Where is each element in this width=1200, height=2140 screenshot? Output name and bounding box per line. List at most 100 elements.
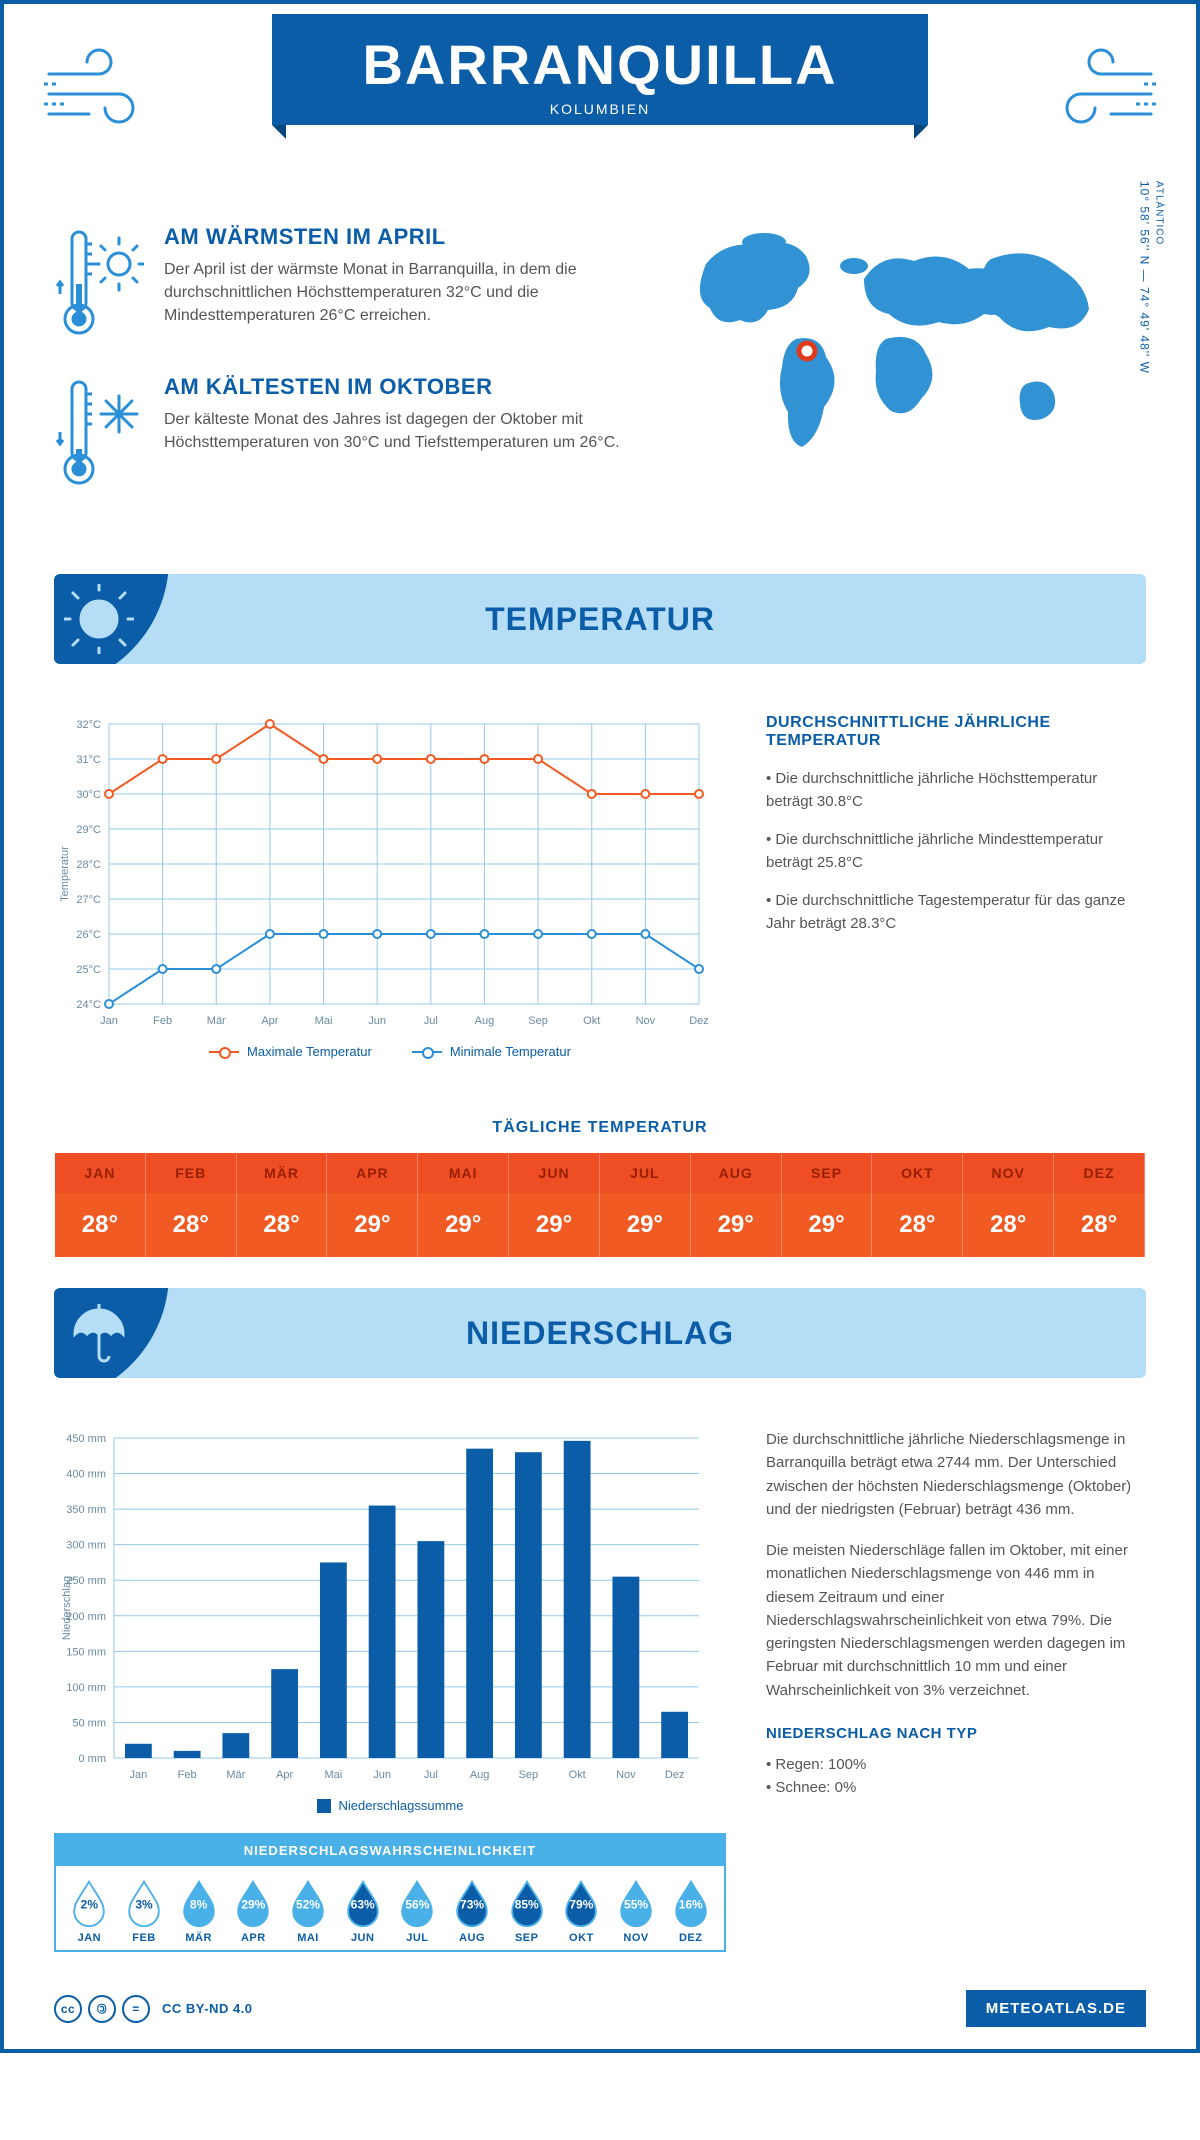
cc-badges: cc 🄯 =	[54, 1995, 150, 2023]
prob-month: JUN	[335, 1932, 390, 1944]
daily-value: 29°	[782, 1193, 873, 1257]
daily-month: AUG	[691, 1153, 782, 1193]
raindrop-icon: 85%	[507, 1878, 547, 1928]
prob-month: OKT	[554, 1932, 609, 1944]
title-banner: BARRANQUILLA KOLUMBIEN	[272, 14, 927, 125]
svg-text:300 mm: 300 mm	[66, 1540, 106, 1552]
precip-type-title: NIEDERSCHLAG NACH TYP	[766, 1722, 1146, 1745]
raindrop-icon: 79%	[561, 1878, 601, 1928]
raindrop-icon: 55%	[616, 1878, 656, 1928]
prob-value: 3%	[135, 1897, 152, 1911]
daily-temp-table: JAN28°FEB28°MÄR28°APR29°MAI29°JUN29°JUL2…	[54, 1152, 1146, 1258]
svg-text:29°C: 29°C	[76, 824, 101, 836]
svg-text:Dez: Dez	[689, 1015, 709, 1027]
daily-month: JUL	[600, 1153, 691, 1193]
daily-value: 28°	[1054, 1193, 1145, 1257]
svg-text:Okt: Okt	[569, 1769, 586, 1781]
daily-col: DEZ28°	[1054, 1153, 1145, 1257]
svg-text:Feb: Feb	[153, 1015, 172, 1027]
legend-max-label: Maximale Temperatur	[247, 1044, 372, 1059]
world-map	[676, 224, 1106, 454]
temp-bullet-3: • Die durchschnittliche Tagestemperatur …	[766, 890, 1146, 935]
thermometer-sun-icon	[54, 224, 144, 344]
daily-col: MÄR28°	[237, 1153, 328, 1257]
prob-month: SEP	[499, 1932, 554, 1944]
svg-text:Jun: Jun	[373, 1769, 391, 1781]
svg-text:25°C: 25°C	[76, 964, 101, 976]
daily-month: OKT	[872, 1153, 963, 1193]
daily-value: 29°	[327, 1193, 418, 1257]
svg-text:28°C: 28°C	[76, 859, 101, 871]
intro-section: AM WÄRMSTEN IM APRIL Der April ist der w…	[4, 204, 1196, 554]
raindrop-icon: 56%	[397, 1878, 437, 1928]
daily-month: MAI	[418, 1153, 509, 1193]
svg-text:Dez: Dez	[665, 1769, 685, 1781]
svg-text:0 mm: 0 mm	[79, 1753, 107, 1765]
cc-icon: cc	[54, 1995, 82, 2023]
temperature-chart: 24°C25°C26°C27°C28°C29°C30°C31°C32°CJanF…	[54, 714, 726, 1059]
umbrella-corner-icon	[54, 1288, 169, 1378]
prob-value: 52%	[296, 1897, 320, 1911]
svg-text:Feb: Feb	[178, 1769, 197, 1781]
daily-month: NOV	[963, 1153, 1054, 1193]
svg-text:Sep: Sep	[519, 1769, 539, 1781]
temp-bullet-1: • Die durchschnittliche jährliche Höchst…	[766, 768, 1146, 813]
sun-corner-icon	[54, 574, 169, 664]
prob-cell: 3% FEB	[117, 1878, 172, 1944]
prob-cell: 2% JAN	[62, 1878, 117, 1944]
wind-icon-left	[44, 44, 164, 144]
prob-month: MAI	[281, 1932, 336, 1944]
prob-month: JAN	[62, 1932, 117, 1944]
precip-section-title: NIEDERSCHLAG	[466, 1315, 734, 1352]
svg-text:Jan: Jan	[100, 1015, 118, 1027]
svg-text:Temperatur: Temperatur	[59, 846, 71, 902]
daily-value: 29°	[509, 1193, 600, 1257]
svg-text:350 mm: 350 mm	[66, 1504, 106, 1516]
precip-para-1: Die durchschnittliche jährliche Niedersc…	[766, 1428, 1146, 1521]
raindrop-icon: 3%	[124, 1878, 164, 1928]
prob-month: FEB	[117, 1932, 172, 1944]
prob-value: 79%	[569, 1897, 593, 1911]
wind-icon-right	[1036, 44, 1156, 144]
raindrop-icon: 16%	[671, 1878, 711, 1928]
prob-cell: 79% OKT	[554, 1878, 609, 1944]
prob-month: DEZ	[663, 1932, 718, 1944]
temp-legend: Maximale Temperatur Minimale Temperatur	[54, 1044, 726, 1059]
daily-temp-title: TÄGLICHE TEMPERATUR	[4, 1119, 1196, 1137]
prob-value: 73%	[460, 1897, 484, 1911]
daily-month: FEB	[146, 1153, 237, 1193]
svg-text:32°C: 32°C	[76, 719, 101, 731]
svg-text:24°C: 24°C	[76, 999, 101, 1011]
nd-icon: =	[122, 1995, 150, 2023]
prob-value: 16%	[679, 1897, 703, 1911]
precip-text: Die durchschnittliche jährliche Niedersc…	[766, 1428, 1146, 1952]
section-head-temperature: TEMPERATUR	[54, 574, 1146, 664]
daily-value: 28°	[237, 1193, 328, 1257]
country-subtitle: KOLUMBIEN	[362, 101, 837, 117]
prob-month: NOV	[609, 1932, 664, 1944]
section-head-precip: NIEDERSCHLAG	[54, 1288, 1146, 1378]
license-label: CC BY-ND 4.0	[162, 2001, 253, 2016]
daily-value: 29°	[600, 1193, 691, 1257]
prob-value: 85%	[515, 1897, 539, 1911]
svg-text:Apr: Apr	[261, 1015, 278, 1027]
prob-cell: 85% SEP	[499, 1878, 554, 1944]
prob-value: 8%	[190, 1897, 207, 1911]
raindrop-icon: 63%	[343, 1878, 383, 1928]
temp-section-title: TEMPERATUR	[485, 601, 715, 638]
prob-cell: 8% MÄR	[171, 1878, 226, 1944]
svg-text:27°C: 27°C	[76, 894, 101, 906]
svg-text:Nov: Nov	[616, 1769, 636, 1781]
svg-text:Okt: Okt	[583, 1015, 600, 1027]
svg-text:Aug: Aug	[475, 1015, 495, 1027]
svg-text:26°C: 26°C	[76, 929, 101, 941]
prob-cell: 73% AUG	[445, 1878, 500, 1944]
daily-value: 28°	[146, 1193, 237, 1257]
by-icon: 🄯	[88, 1995, 116, 2023]
svg-text:Jun: Jun	[368, 1015, 386, 1027]
raindrop-icon: 73%	[452, 1878, 492, 1928]
svg-text:Jul: Jul	[424, 1015, 438, 1027]
daily-col: SEP29°	[782, 1153, 873, 1257]
region-label: ATLÁNTICO	[1154, 181, 1165, 374]
fact-warm-text: Der April ist der wärmste Monat in Barra…	[164, 258, 646, 328]
